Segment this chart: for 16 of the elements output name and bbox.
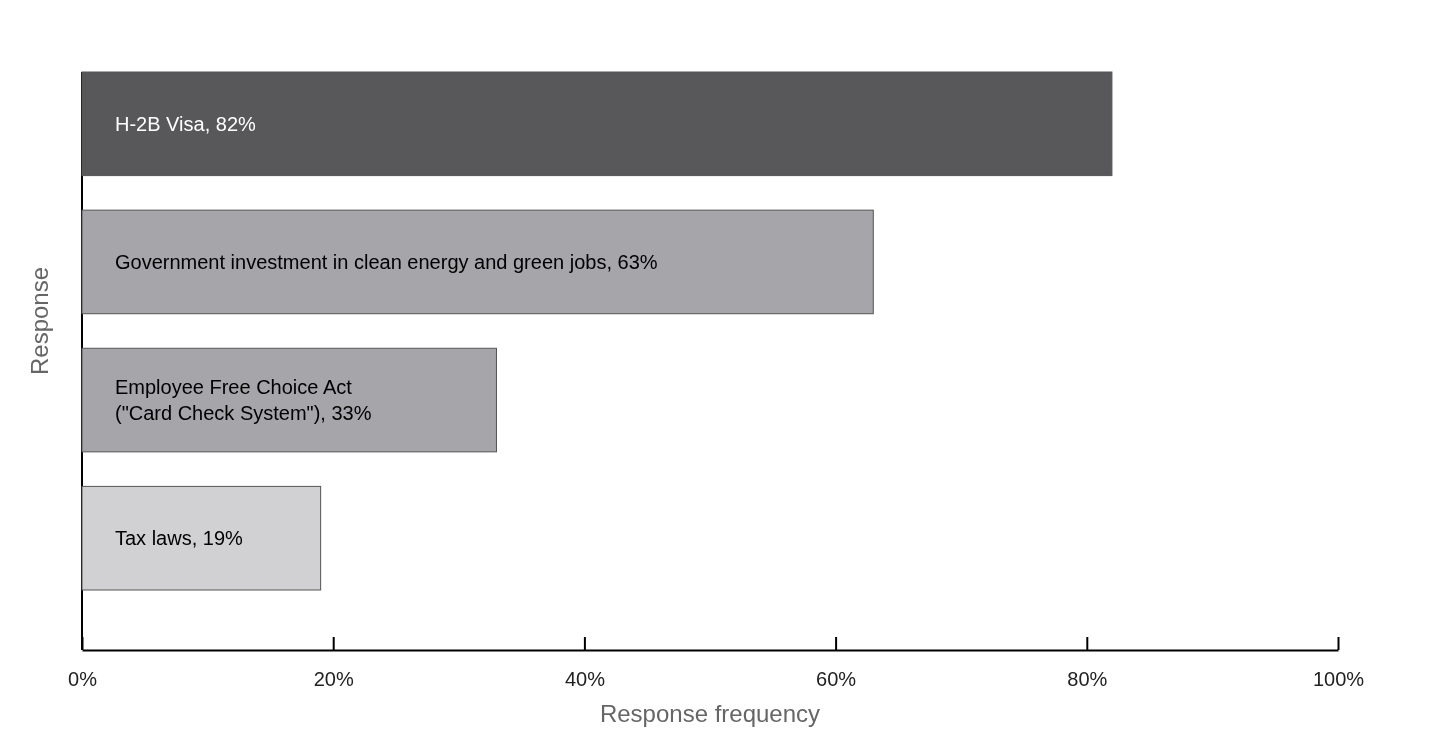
y-axis-title: Response xyxy=(26,266,53,376)
bar xyxy=(81,347,497,453)
data-label: Government investment in clean energy and green jobs, 63% xyxy=(115,250,658,273)
x-tick-label: 80% xyxy=(1067,668,1108,691)
x-tick-label: 60% xyxy=(816,668,857,691)
bar xyxy=(81,209,874,315)
x-tick-label: 100% xyxy=(1312,668,1365,691)
x-axis-title: Response frequency xyxy=(599,700,821,727)
data-label: Tax laws, 19% xyxy=(115,527,244,550)
x-tick-label: 0% xyxy=(68,668,98,691)
bar xyxy=(81,485,322,591)
bar xyxy=(81,71,1113,177)
x-tick-label: 20% xyxy=(313,668,354,691)
x-tick-label: 40% xyxy=(564,668,606,691)
data-label: Employee Free Choice Act ("Card Check System"), 33% xyxy=(115,376,372,425)
data-label: H-2B Visa, 82% xyxy=(115,112,257,135)
